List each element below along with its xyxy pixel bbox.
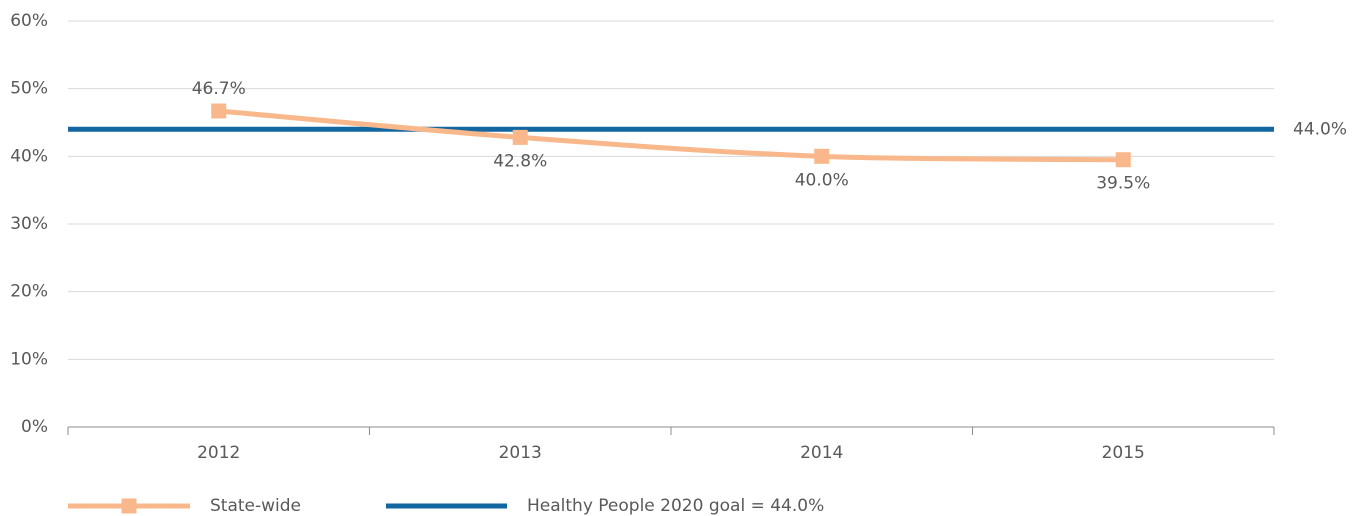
y-tick-label: 40% xyxy=(10,146,48,166)
legend-marker xyxy=(121,498,137,514)
goal-label: 44.0% xyxy=(1293,119,1347,139)
legend-label: State-wide xyxy=(210,496,301,516)
x-tick-label: 2014 xyxy=(800,443,843,463)
y-tick-label: 0% xyxy=(21,417,48,437)
y-tick-label: 50% xyxy=(10,79,48,99)
data-label: 40.0% xyxy=(795,170,849,190)
x-tick-label: 2015 xyxy=(1102,443,1145,463)
data-label: 39.5% xyxy=(1096,174,1150,194)
y-tick-label: 20% xyxy=(10,282,48,302)
marker xyxy=(814,148,830,164)
y-tick-label: 10% xyxy=(10,349,48,369)
marker xyxy=(1115,152,1131,168)
x-tick-label: 2012 xyxy=(197,443,240,463)
marker xyxy=(211,103,227,119)
marker xyxy=(512,129,528,145)
y-tick-label: 30% xyxy=(10,214,48,234)
data-label: 42.8% xyxy=(493,151,547,171)
legend-label: Healthy People 2020 goal = 44.0% xyxy=(527,496,824,516)
series-line xyxy=(218,108,1124,163)
x-tick-label: 2013 xyxy=(499,443,542,463)
y-tick-label: 60% xyxy=(10,11,48,31)
data-label: 46.7% xyxy=(192,79,246,99)
